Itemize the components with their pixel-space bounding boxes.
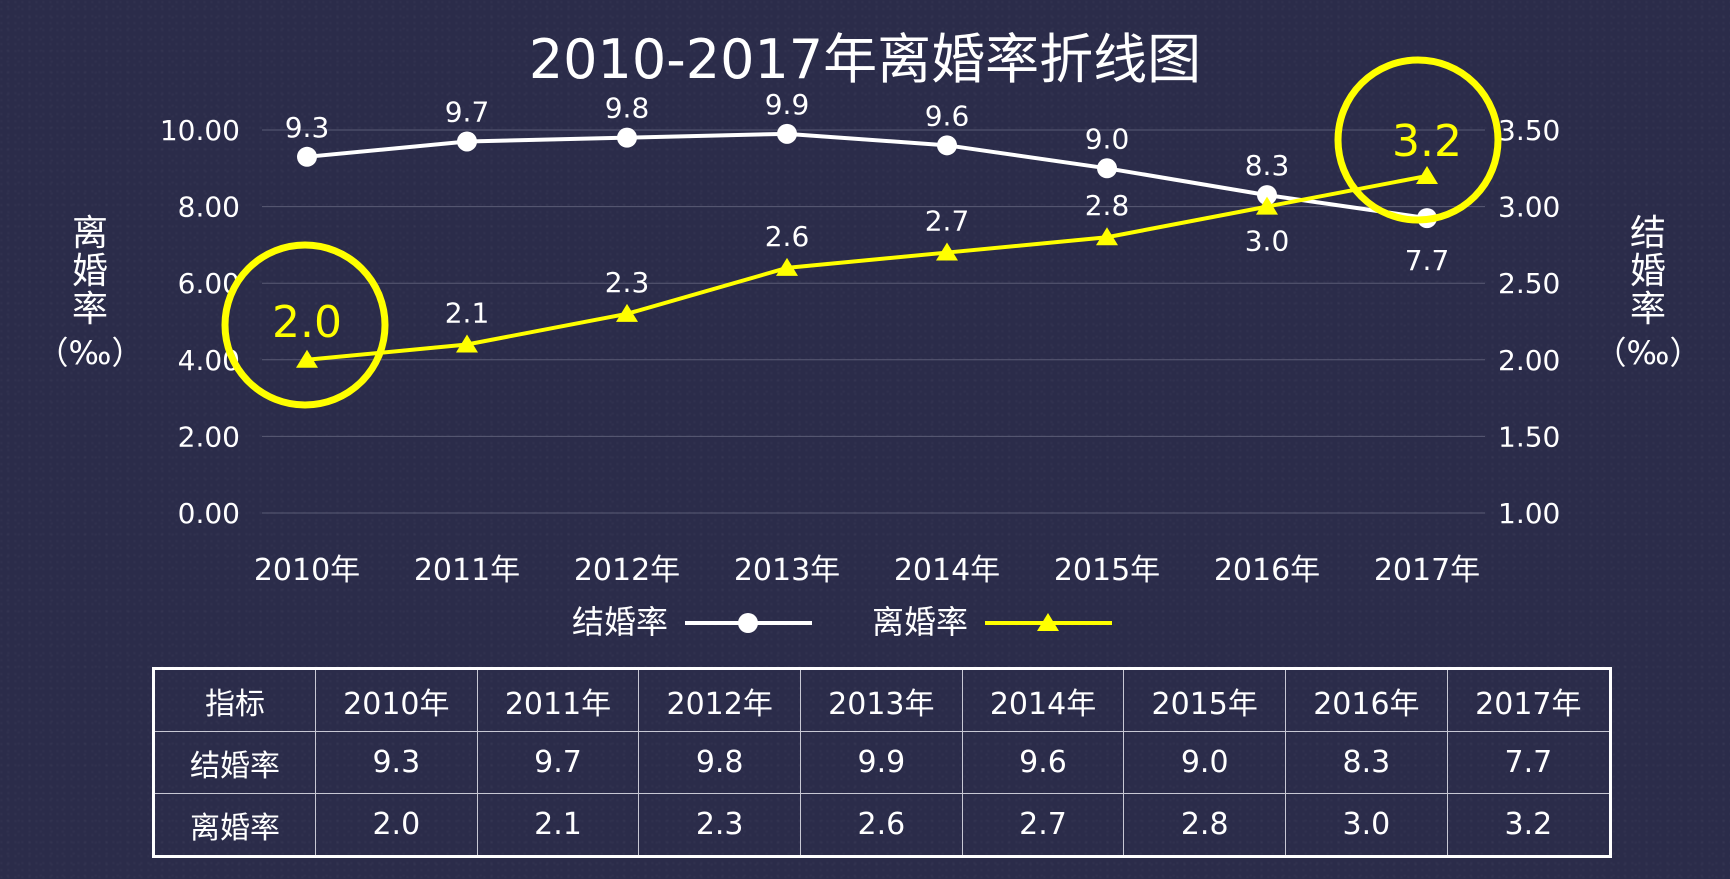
data-point-divorce	[1256, 196, 1278, 215]
data-label-divorce: 2.1	[445, 296, 490, 329]
table-cell: 3.2	[1446, 793, 1612, 857]
data-point-marriage	[297, 146, 317, 167]
data-table: 指标 2010年 2011年 2012年 2013年 2014年 2015年 2…	[152, 667, 1612, 858]
x-tick-label: 2013年	[734, 553, 840, 588]
table-cell: 2.3	[638, 793, 802, 857]
data-point-divorce	[296, 349, 318, 368]
table-cell: 9.9	[800, 731, 963, 794]
data-label-divorce: 3.0	[1245, 225, 1290, 258]
y-axis-label-right: 率	[1630, 289, 1666, 330]
x-tick-label: 2015年	[1054, 553, 1160, 588]
series-line-marriage	[306, 131, 1428, 221]
table-header-cell: 2010年	[315, 668, 478, 732]
y-tick-label-right: 3.50	[1498, 114, 1560, 147]
legend-label: 离婚率	[872, 603, 968, 641]
data-point-divorce	[456, 334, 478, 353]
table-cell: 9.7	[476, 731, 640, 794]
highlight-circle	[221, 241, 389, 409]
y-axis-label-right: 婚	[1630, 251, 1666, 292]
y-axis-label-left: 率	[72, 289, 108, 330]
data-point-marriage	[777, 123, 797, 144]
x-tick-label: 2016年	[1214, 553, 1320, 588]
data-label-divorce: 3.2	[1392, 116, 1462, 167]
table-cell: 9.0	[1123, 731, 1287, 794]
data-point-marriage	[617, 127, 637, 148]
table-cell: 9.8	[638, 731, 802, 794]
data-point-marriage	[1257, 185, 1277, 206]
chart-title: 2010-2017年离婚率折线图	[529, 28, 1201, 91]
y-axis-label-left: 离	[72, 213, 108, 254]
data-label-marriage: 9.8	[605, 92, 650, 125]
y-axis-label-left: 婚	[72, 251, 108, 292]
x-tick-label: 2011年	[414, 553, 520, 588]
x-tick-label: 2010年	[254, 553, 360, 588]
y-tick-label-left: 2.00	[178, 420, 240, 453]
table-header-cell: 指标	[153, 668, 316, 732]
data-point-divorce	[616, 303, 638, 322]
data-label-divorce: 2.7	[925, 205, 970, 238]
table-cell: 9.3	[315, 731, 478, 794]
table-cell: 离婚率	[153, 793, 316, 857]
data-point-marriage	[1097, 158, 1117, 179]
table-header-cell: 2012年	[638, 668, 802, 732]
table-cell: 2.7	[961, 793, 1125, 857]
data-point-marriage	[457, 131, 477, 152]
y-tick-label-right: 2.00	[1498, 344, 1560, 377]
x-tick-label: 2017年	[1374, 553, 1480, 588]
table-header-cell: 2015年	[1123, 668, 1287, 732]
x-tick-label: 2012年	[574, 553, 680, 588]
table-cell: 2.8	[1123, 793, 1287, 857]
table-cell: 3.0	[1285, 793, 1448, 857]
table-header-cell: 2013年	[800, 668, 963, 732]
data-label-divorce: 2.0	[272, 297, 342, 348]
table-header-cell: 2011年	[476, 668, 640, 732]
data-label-marriage: 9.6	[925, 99, 970, 132]
table-header-row: 指标 2010年 2011年 2012年 2013年 2014年 2015年 2…	[153, 668, 1612, 732]
y-tick-label-left: 0.00	[178, 497, 240, 530]
data-label-divorce: 2.6	[765, 220, 810, 253]
data-label-marriage: 9.7	[445, 95, 490, 128]
table-cell: 8.3	[1285, 731, 1448, 794]
x-tick-label: 2014年	[894, 553, 1000, 588]
legend-marker-marriage	[738, 613, 758, 633]
y-tick-label-left: 10.00	[160, 114, 240, 147]
table-cell: 9.6	[961, 731, 1125, 794]
data-point-divorce	[936, 242, 958, 261]
y-tick-label-right: 1.00	[1498, 497, 1560, 530]
data-point-divorce	[776, 257, 798, 276]
y-tick-label-right: 3.00	[1498, 191, 1560, 224]
data-label-divorce: 2.3	[605, 266, 650, 299]
y-tick-label-right: 2.50	[1498, 267, 1560, 300]
table-cell: 2.6	[800, 793, 963, 857]
data-point-marriage	[937, 135, 957, 156]
data-label-marriage: 9.9	[765, 88, 810, 121]
y-axis-unit-left: （‰）	[37, 334, 144, 372]
y-tick-label-right: 1.50	[1498, 420, 1560, 453]
y-tick-label-left: 8.00	[178, 191, 240, 224]
table-cell: 7.7	[1446, 731, 1612, 794]
data-label-marriage: 7.7	[1405, 244, 1450, 277]
table-header-cell: 2016年	[1285, 668, 1448, 732]
series-line-divorce	[306, 173, 1428, 362]
y-axis-unit-right: （‰）	[1595, 334, 1702, 372]
data-point-divorce	[1096, 227, 1118, 246]
data-label-marriage: 9.0	[1085, 122, 1130, 155]
legend-label: 结婚率	[572, 603, 668, 641]
data-label-divorce: 2.8	[1085, 189, 1130, 222]
table-header-cell: 2014年	[961, 668, 1125, 732]
table-row: 结婚率 9.3 9.7 9.8 9.9 9.6 9.0 8.3 7.7	[153, 731, 1612, 794]
data-point-divorce	[1416, 165, 1438, 184]
table-cell: 结婚率	[153, 731, 316, 794]
highlight-circle	[1334, 56, 1502, 224]
table-row: 离婚率 2.0 2.1 2.3 2.6 2.7 2.8 3.0 3.2	[153, 793, 1612, 857]
table-cell: 2.0	[315, 793, 478, 857]
data-label-marriage: 9.3	[285, 111, 330, 144]
table-cell: 2.1	[476, 793, 640, 857]
y-axis-label-right: 结	[1630, 213, 1666, 254]
line-chart: 2010-2017年离婚率折线图0.002.004.006.008.0010.0…	[37, 28, 1702, 641]
table-header-cell: 2017年	[1446, 668, 1612, 732]
data-label-marriage: 8.3	[1245, 149, 1290, 182]
legend-marker-divorce	[1037, 613, 1059, 631]
